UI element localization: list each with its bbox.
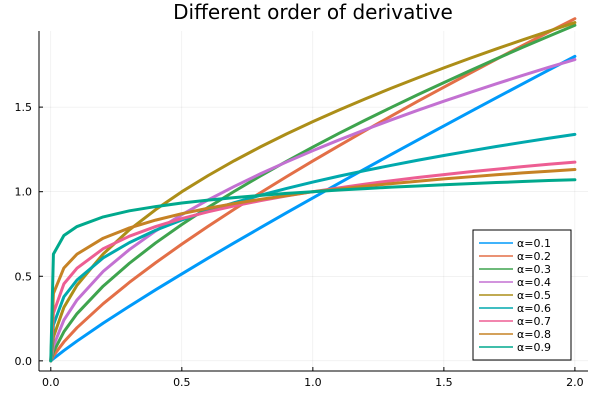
chart-title: Different order of derivative xyxy=(173,0,453,24)
legend-label: α=0.2 xyxy=(517,250,551,263)
x-tick-label: 2.0 xyxy=(566,376,584,389)
series-lines xyxy=(49,17,577,363)
legend-label: α=0.3 xyxy=(517,263,551,276)
x-axis-ticks: 0.0 0.5 1.0 1.5 2.0 xyxy=(42,367,584,389)
x-tick-label: 0.5 xyxy=(173,376,191,389)
series-line-8 xyxy=(49,168,577,363)
y-axis-ticks: 0.0 0.5 1.0 1.5 xyxy=(15,101,43,368)
x-tick-label: 1.5 xyxy=(435,376,453,389)
series-line-9 xyxy=(49,178,577,363)
axes xyxy=(38,31,588,372)
legend-label: α=0.1 xyxy=(517,237,551,250)
legend-label: α=0.5 xyxy=(517,289,551,302)
series-line-4 xyxy=(49,58,577,363)
y-tick-label: 1.0 xyxy=(15,186,33,199)
legend: α=0.1α=0.2α=0.3α=0.4α=0.5α=0.6α=0.7α=0.8… xyxy=(472,229,572,361)
legend-label: α=0.6 xyxy=(517,302,551,315)
legend-label: α=0.7 xyxy=(517,315,551,328)
legend-label: α=0.8 xyxy=(517,328,551,341)
legend-label: α=0.9 xyxy=(517,341,551,354)
y-tick-label: 0.5 xyxy=(15,270,33,283)
legend-label: α=0.4 xyxy=(517,276,551,289)
series-line-6 xyxy=(49,132,577,363)
series-line-1 xyxy=(49,54,577,363)
series-line-2 xyxy=(49,17,577,363)
x-tick-label: 0.0 xyxy=(42,376,60,389)
x-tick-label: 1.0 xyxy=(304,376,322,389)
y-tick-label: 0.0 xyxy=(15,355,33,368)
y-tick-label: 1.5 xyxy=(15,101,33,114)
